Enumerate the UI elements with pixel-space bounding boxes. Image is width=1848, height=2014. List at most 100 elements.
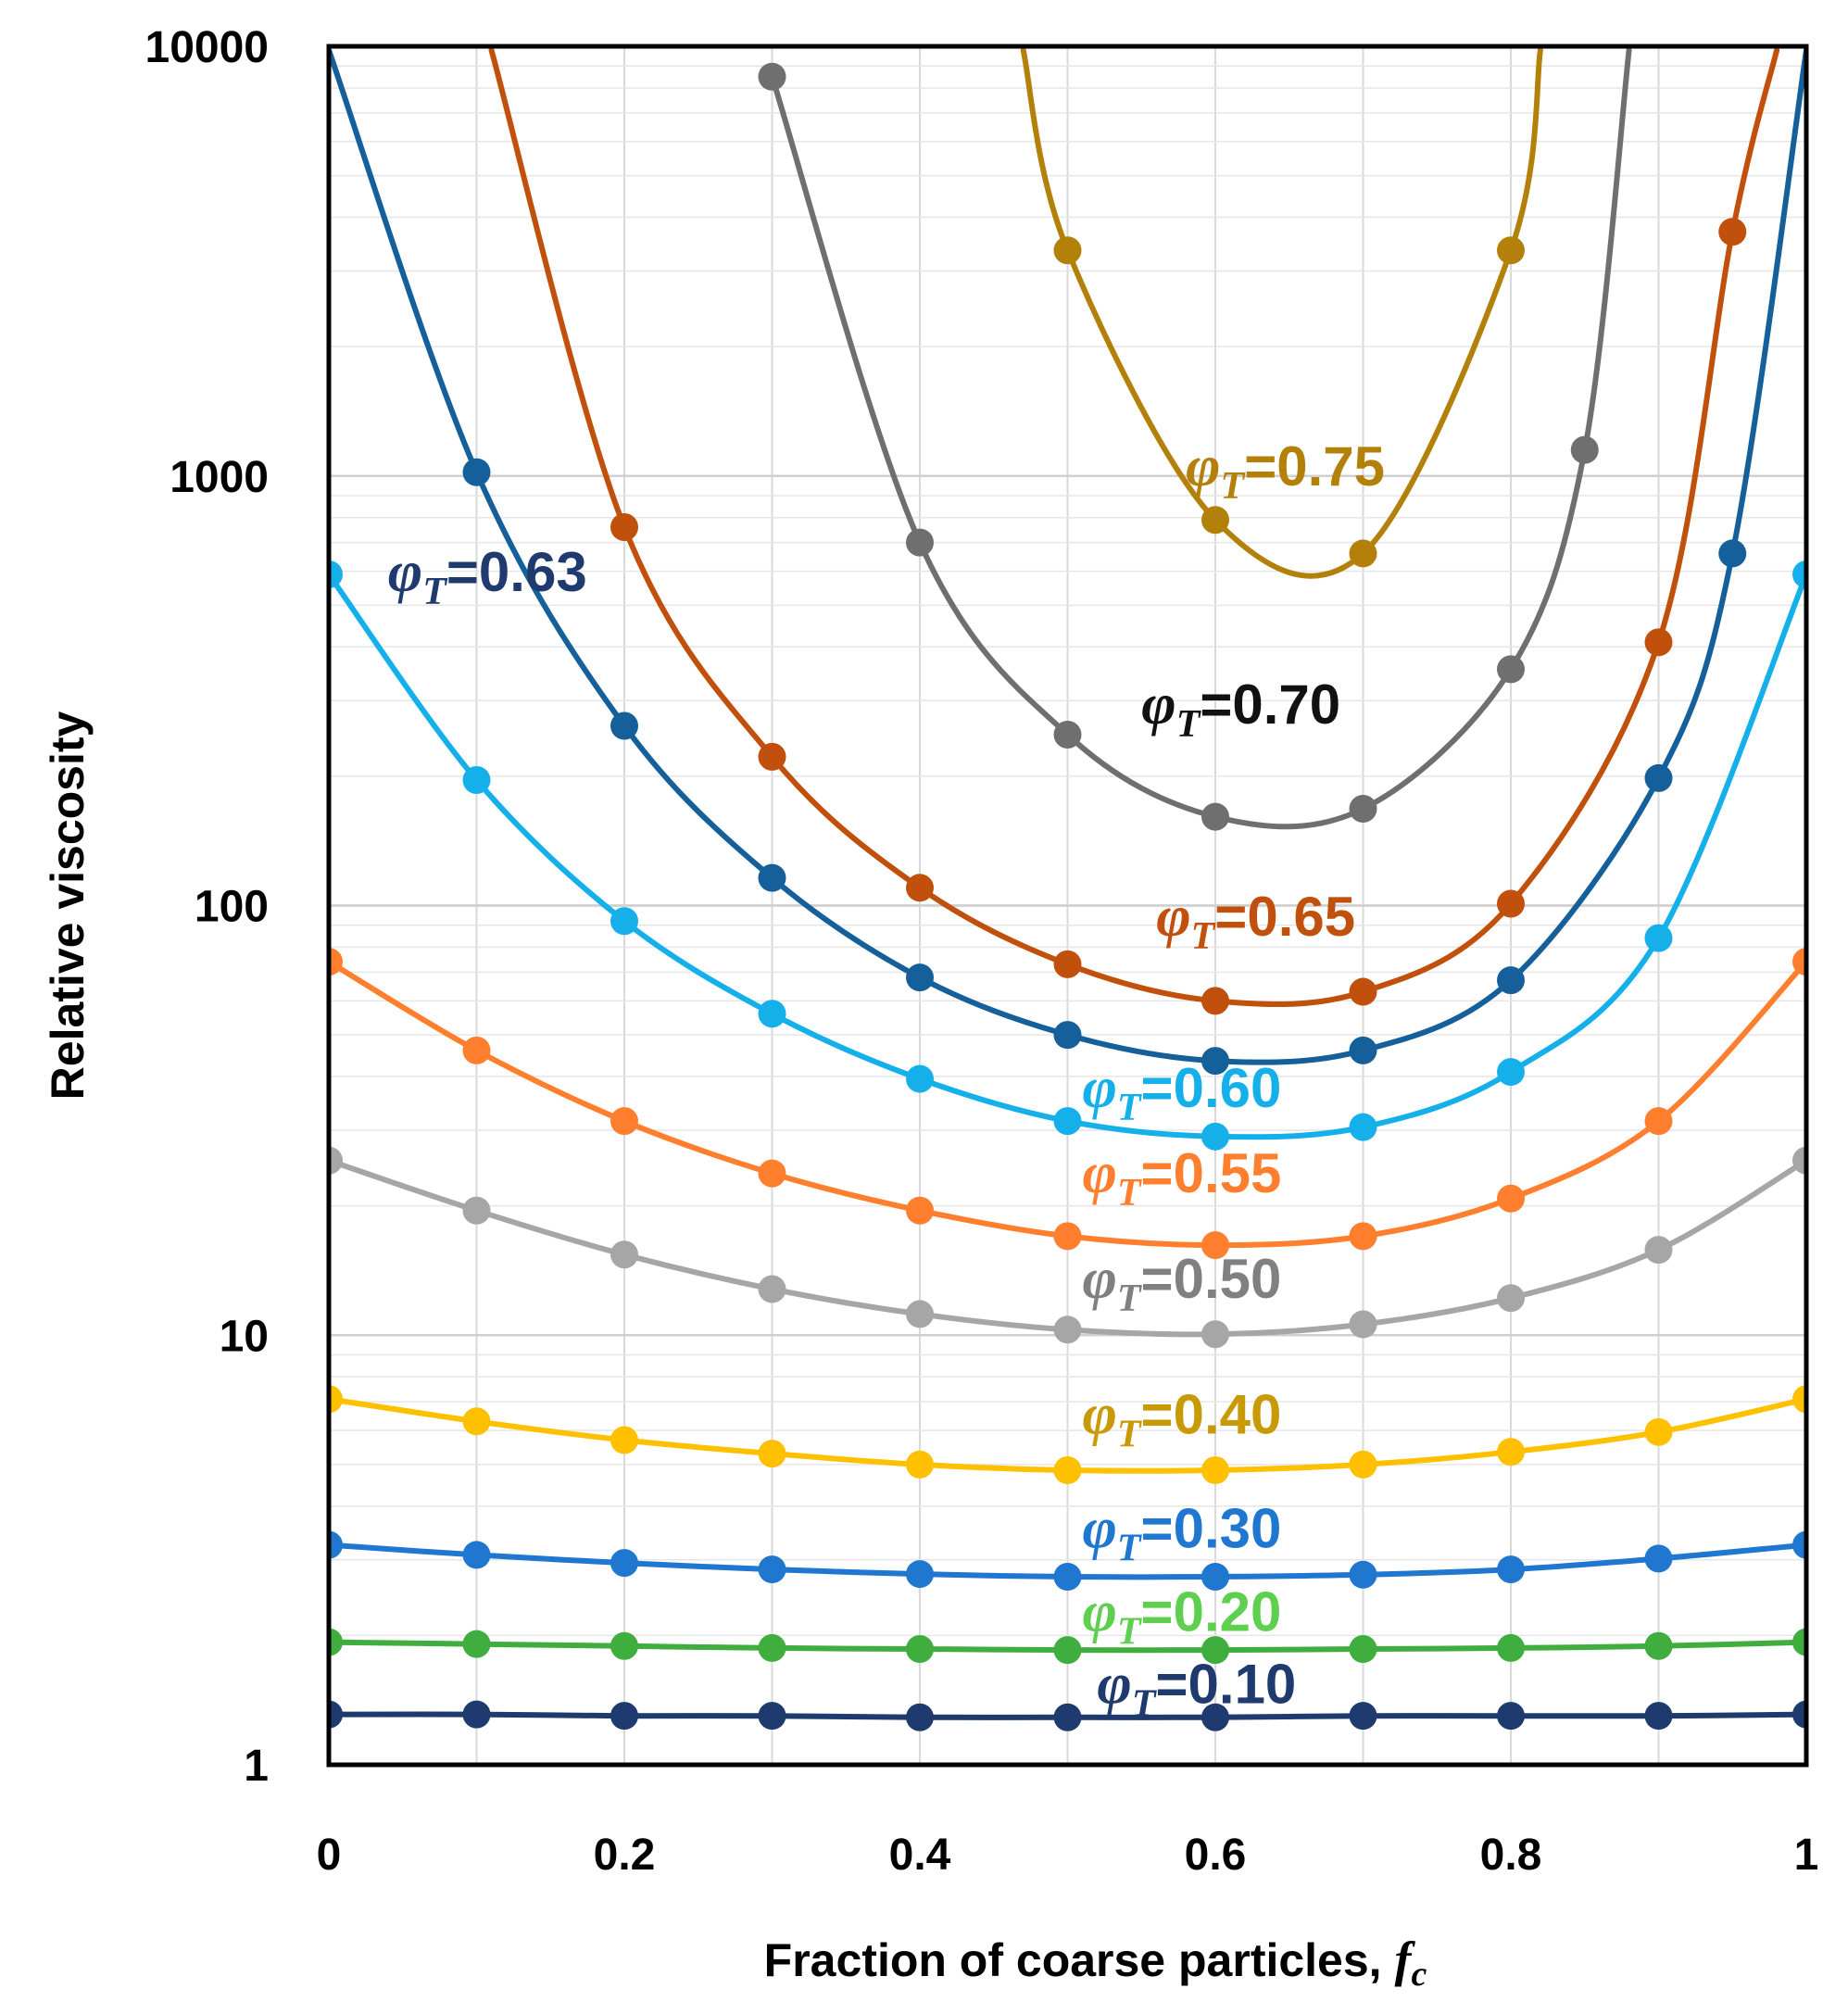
data-point [610,1631,638,1660]
x-axis-symbol: f [1394,1932,1415,1987]
data-point [1718,218,1747,246]
data-point [1497,1633,1525,1662]
y-tick-labels: 1 10 100 1000 10000 [145,23,269,1791]
data-point [610,513,638,542]
data-point [610,1240,638,1269]
series-label-0.10: φT=0.10 [1097,1651,1296,1726]
data-point [1792,560,1806,589]
series-label-value: =0.63 [446,541,587,603]
data-point [610,907,638,936]
data-point [1349,1222,1377,1251]
data-point [462,1630,491,1658]
data-point [1349,1560,1377,1589]
series-0.40 [329,1385,1806,1484]
data-point [1497,966,1525,995]
phi-symbol: φ [1186,433,1220,498]
grid [329,44,1806,1767]
phi-symbol: φ [1082,1381,1116,1447]
data-point [758,62,786,91]
series-0.30 [329,1530,1806,1591]
data-point [1644,763,1673,792]
data-point [462,1196,491,1225]
series-0.65 [488,47,1780,1015]
data-point [758,742,786,771]
data-point [610,1107,638,1136]
data-point [1053,1107,1082,1136]
phi-subscript: T [1221,465,1247,508]
data-point [1792,1146,1806,1175]
series-0.10 [329,1700,1806,1731]
data-point [906,1635,934,1664]
data-point [1644,628,1673,657]
phi-subscript: T [1117,1278,1143,1320]
data-point [1644,1236,1673,1265]
phi-symbol: φ [1097,1651,1131,1717]
data-point [1792,1385,1806,1414]
series-label-value: =0.40 [1141,1384,1282,1446]
phi-symbol: φ [1082,1578,1116,1643]
data-point [610,711,638,740]
data-point [906,963,934,992]
x-tick-label: 1 [1794,1831,1819,1880]
series-0.20 [329,1628,1806,1665]
data-point [1053,1455,1082,1484]
series-label-0.65: φT=0.65 [1156,883,1355,958]
x-tick-label: 0.6 [1185,1831,1247,1880]
data-point [1053,1222,1082,1251]
series-label-0.55: φT=0.55 [1082,1139,1281,1215]
series-0.50 [329,1146,1806,1349]
data-point [1497,655,1525,684]
series-label-value: =0.20 [1141,1580,1282,1643]
data-point [1349,1113,1377,1141]
y-tick-label: 1 [244,1742,269,1791]
data-point [1201,1231,1229,1260]
data-point [758,1555,786,1584]
series-label-value: =0.70 [1200,673,1340,736]
data-point [1644,1544,1673,1573]
y-axis-title: Relative viscosity [42,711,94,1100]
phi-subscript: T [1117,1087,1143,1129]
data-point [1201,506,1229,535]
data-point [1349,1635,1377,1664]
y-tick-label: 10 [220,1312,269,1361]
data-point [1349,1702,1377,1731]
data-point [462,1036,491,1064]
data-point [906,1064,934,1093]
data-point [906,1450,934,1479]
phi-subscript: T [1117,1414,1143,1456]
data-point [1644,1417,1673,1446]
series-label-0.20: φT=0.20 [1082,1578,1281,1653]
phi-subscript: T [422,571,448,613]
phi-subscript: T [1117,1528,1143,1570]
data-point [1792,1628,1806,1656]
y-tick-label: 10000 [145,23,269,72]
data-point [1497,1555,1525,1584]
phi-symbol: φ [388,538,422,604]
data-point [1053,1562,1082,1591]
data-point [1792,948,1806,976]
series-label-value: =0.65 [1214,886,1355,948]
x-tick-label: 0.4 [889,1831,951,1880]
data-point [1053,1021,1082,1050]
series-label-value: =0.30 [1141,1498,1282,1560]
phi-subscript: T [1191,915,1217,958]
series-label-value: =0.50 [1141,1248,1282,1310]
data-point [1349,1036,1377,1064]
data-point [1201,987,1229,1015]
series-line [329,47,1806,1065]
data-point [329,1146,343,1175]
phi-symbol: φ [1082,1495,1116,1561]
data-point [1201,1455,1229,1484]
series-label-0.60: φT=0.60 [1082,1054,1281,1129]
data-point [329,1530,343,1559]
data-point [758,1633,786,1662]
data-point [1201,1703,1229,1731]
data-point [329,1700,343,1729]
series-label-value: =0.10 [1155,1654,1296,1716]
data-point [462,1541,491,1569]
data-point [1201,1047,1229,1076]
data-point [1792,1700,1806,1729]
series-0.75 [1020,47,1543,579]
series-line [488,47,1780,1008]
